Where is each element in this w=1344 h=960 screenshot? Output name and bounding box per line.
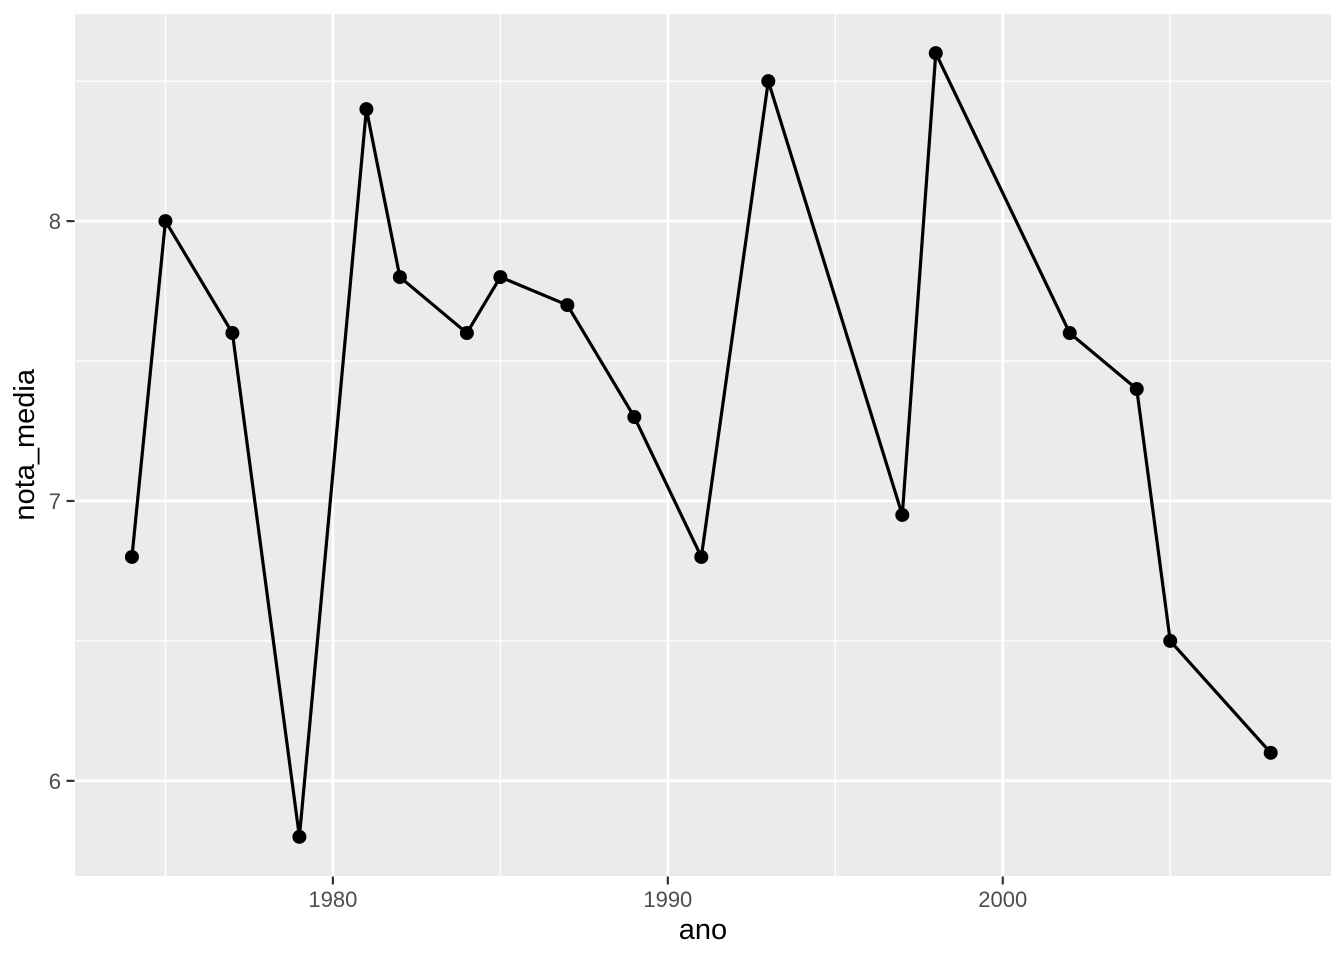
data-point — [928, 46, 943, 61]
data-point — [1062, 326, 1077, 341]
data-point — [158, 214, 173, 229]
data-point — [895, 507, 910, 522]
y-tick-label: 7 — [49, 489, 61, 514]
data-point — [359, 102, 374, 117]
data-point — [761, 74, 776, 89]
data-point — [1129, 382, 1144, 397]
y-axis-title-container: nota_media — [8, 14, 42, 876]
x-axis-title: ano — [678, 914, 728, 946]
data-point — [1163, 633, 1178, 648]
data-point — [560, 298, 575, 313]
data-point — [627, 410, 642, 425]
data-point — [493, 270, 508, 285]
data-point — [392, 270, 407, 285]
y-axis-title: nota_media — [8, 369, 41, 521]
data-series-line — [130, 51, 1272, 839]
x-tick-label: 2000 — [978, 887, 1027, 912]
y-tick-label: 6 — [49, 769, 61, 794]
data-point — [292, 829, 307, 844]
y-tick-label: 8 — [49, 209, 61, 234]
x-tick-label: 1990 — [643, 887, 692, 912]
data-point — [124, 549, 139, 564]
data-point — [225, 326, 240, 341]
x-tick-label: 1980 — [308, 887, 357, 912]
data-point — [459, 326, 474, 341]
data-point — [1263, 745, 1278, 760]
data-point — [694, 549, 709, 564]
